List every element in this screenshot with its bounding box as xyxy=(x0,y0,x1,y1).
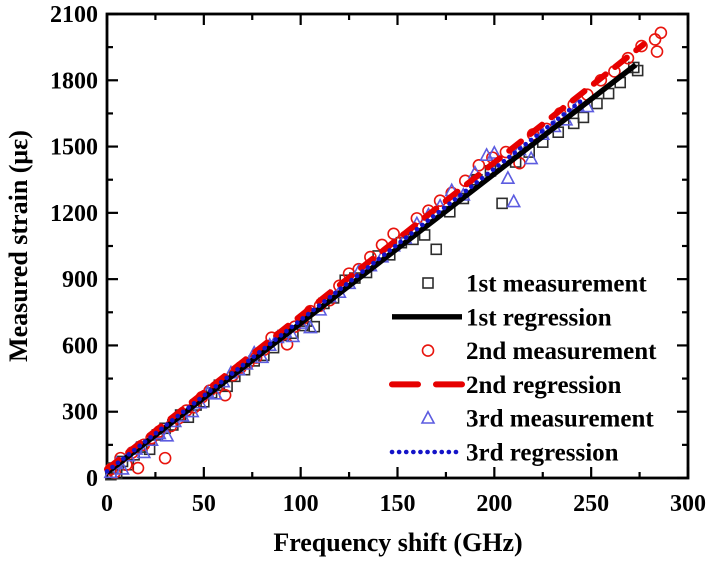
regression-line-dashed xyxy=(104,41,647,473)
data-point-square xyxy=(308,320,321,333)
data-point-triangle xyxy=(136,444,152,459)
legend-label-1st-measurement: 1st measurement xyxy=(466,271,647,298)
data-point-triangle xyxy=(303,319,318,334)
legend-marker-square xyxy=(422,277,434,289)
y-tick-label: 900 xyxy=(62,267,98,293)
legend-label-3rd-measurement: 3rd measurement xyxy=(466,406,654,433)
y-tick-label: 0 xyxy=(86,466,98,492)
data-point-square xyxy=(430,243,443,256)
data-point-triangle xyxy=(487,144,502,159)
data-point-circle xyxy=(158,451,172,465)
x-tick-label: 250 xyxy=(573,491,609,517)
x-tick-label: 300 xyxy=(670,491,706,517)
data-point-circle xyxy=(654,26,668,40)
y-tick-label: 2100 xyxy=(50,2,98,28)
legend-marker-triangle xyxy=(420,409,436,424)
plot-area: 0 50 100 150 200 250 300 0 300 600 900 1200 1500 1800… xyxy=(50,2,706,517)
x-tick-label: 150 xyxy=(380,491,416,517)
y-tick-label: 300 xyxy=(62,400,98,426)
data-point-triangle xyxy=(523,150,539,165)
y-tick-label: 600 xyxy=(62,333,98,359)
data-point-square xyxy=(496,197,508,210)
data-point-triangle xyxy=(506,193,522,208)
data-point-circle xyxy=(648,33,662,46)
y-tick-label: 1500 xyxy=(50,135,98,161)
x-axis-title: Frequency shift (GHz) xyxy=(273,528,522,557)
data-point-square xyxy=(591,97,603,110)
y-tick-label: 1200 xyxy=(50,201,98,227)
y-tick-label: 1800 xyxy=(50,68,98,94)
data-point-triangle xyxy=(500,170,516,184)
data-point-triangle xyxy=(159,427,175,442)
data-point-square xyxy=(577,111,590,124)
legend-label-1st-regression: 1st regression xyxy=(466,304,612,331)
x-tick-label: 100 xyxy=(283,491,319,517)
data-point-circle xyxy=(472,159,486,172)
regression-line-dotted xyxy=(104,95,588,474)
data-point-circle xyxy=(387,227,400,241)
data-point-circle xyxy=(131,461,145,475)
data-point-triangle xyxy=(285,328,301,343)
legend: 1st measurement 1st regression 2nd measu… xyxy=(466,271,657,467)
x-tick-label: 0 xyxy=(101,491,113,517)
legend-label-3rd-regression: 3rd regression xyxy=(466,440,619,467)
y-axis-title: Measured strain (με) xyxy=(4,130,33,362)
x-tick-label: 50 xyxy=(192,491,216,517)
data-point-circle xyxy=(650,45,664,58)
data-point-circle xyxy=(635,39,648,53)
legend-marker-circle xyxy=(421,344,435,357)
x-tick-label: 200 xyxy=(476,491,512,517)
data-point-triangle xyxy=(115,460,130,475)
data-point-square xyxy=(567,117,580,130)
legend-label-2nd-measurement: 2nd measurement xyxy=(466,338,657,365)
legend-label-2nd-regression: 2nd regression xyxy=(466,372,621,399)
data-point-circle xyxy=(280,338,294,351)
